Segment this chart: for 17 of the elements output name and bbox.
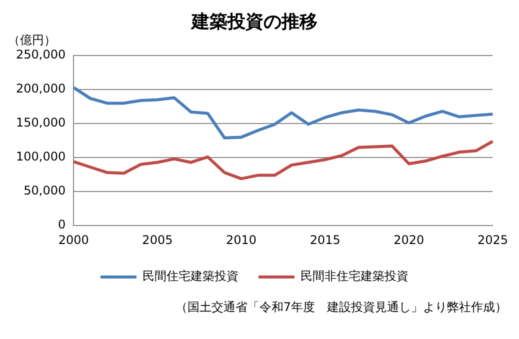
- y-tick-label: 100,000: [16, 150, 66, 164]
- x-tick-label: 2020: [394, 232, 424, 247]
- y-tick-label: 200,000: [16, 82, 66, 96]
- x-tick-label: 2010: [226, 232, 257, 247]
- y-tick-label: 0: [58, 218, 66, 232]
- x-tick-label: 2000: [58, 232, 89, 247]
- y-tick-label: 250,000: [16, 48, 66, 62]
- text: （国土交通省「令和7年度 建設投資見通し」より弊社作成）: [174, 299, 508, 316]
- y-axis-title: （億円）: [8, 32, 56, 49]
- y-tick-label: 50,000: [24, 184, 66, 198]
- legend-label: 民間非住宅建築投資: [300, 269, 408, 284]
- chart-title: 建築投資の推移: [190, 11, 318, 32]
- x-tick-label: 2025: [477, 232, 508, 247]
- legend-label: 民間住宅建築投資: [142, 269, 238, 284]
- y-tick-label: 150,000: [16, 116, 66, 130]
- x-tick-label: 2015: [310, 232, 340, 247]
- x-tick-label: 2005: [142, 232, 173, 247]
